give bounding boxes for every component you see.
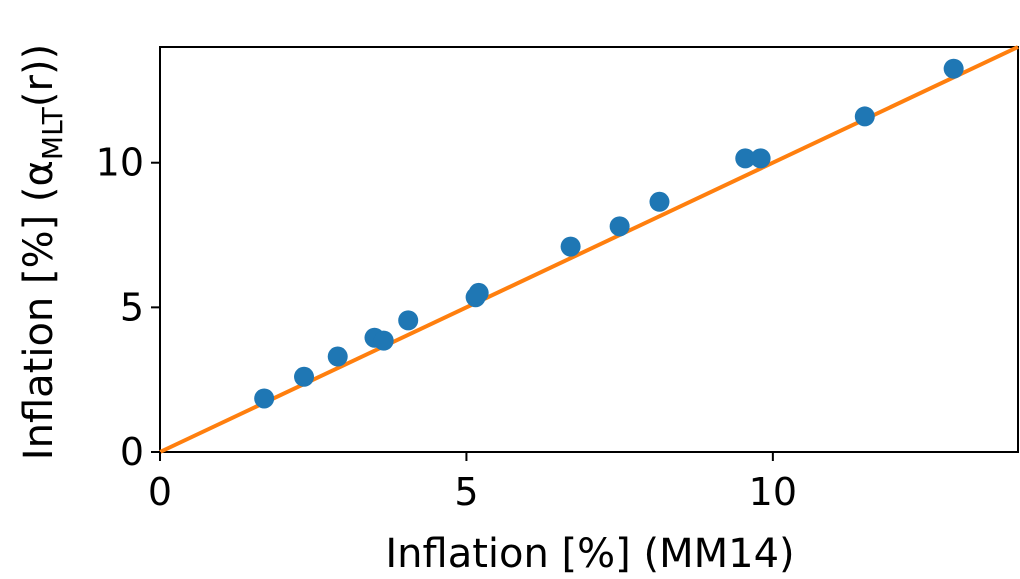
x-tick-label: 5 [454,470,478,514]
x-tick-label: 10 [749,470,797,514]
y-axis-label-main: Inflation [%] (α [16,160,62,460]
data-point [398,310,419,331]
data-point [943,58,964,79]
y-axis-label: Inflation [%] (αMLT(r)) [16,44,69,460]
y-axis-label-tail: (r)) [16,44,62,107]
lines-layer [159,45,1019,454]
data-point [560,236,581,257]
x-axis-label: Inflation [%] (MM14) [385,531,794,577]
y-tick-label: 10 [96,141,144,185]
data-point [735,148,756,169]
data-point [609,216,630,237]
data-point [373,330,394,351]
data-point [254,388,275,409]
plot-frame [159,46,1019,453]
points-layer [254,58,964,409]
data-point [854,106,875,127]
data-point [327,346,348,367]
y-axis-label-subscript: MLT [36,106,69,160]
ticks-layer: 0 5 10 0 5 10 [96,141,797,514]
x-tick-label: 0 [148,470,172,514]
data-point [649,191,670,212]
data-point [294,366,315,387]
reference-line [159,45,1019,454]
data-point [468,282,489,303]
y-tick-label: 5 [120,285,144,329]
data-point [750,148,771,169]
y-tick-label: 0 [120,430,144,474]
